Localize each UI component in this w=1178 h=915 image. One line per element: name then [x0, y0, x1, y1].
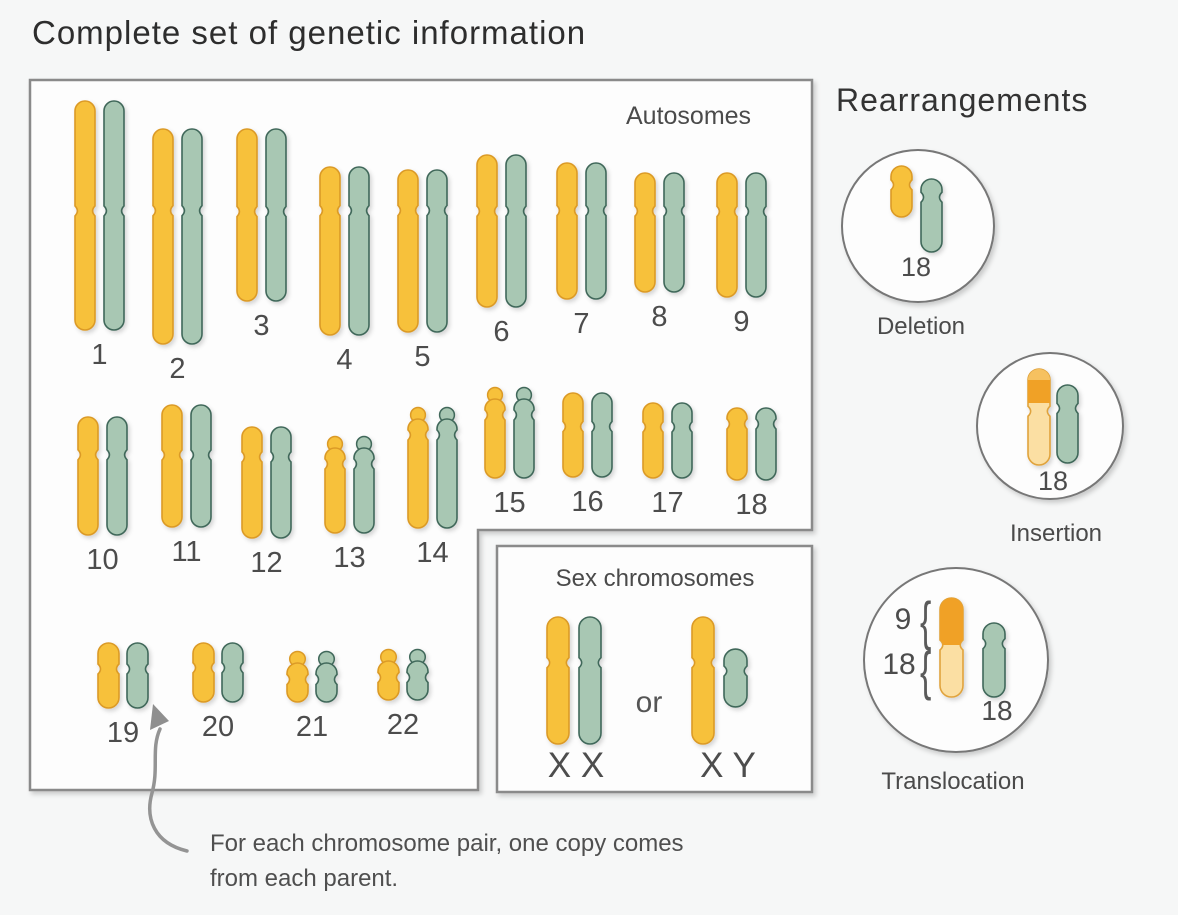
chr-22-copy2 [406, 648, 429, 701]
insertion-chromosome-number: 18 [1037, 466, 1069, 496]
chr-2-copy1 [152, 128, 174, 345]
sex-x-maternal [546, 616, 570, 745]
insertion-chr18-inserted [1027, 368, 1051, 466]
deletion-chromosome-number: 18 [900, 252, 932, 282]
sex-x-paternal [578, 616, 602, 745]
chr-7-copy1 [556, 162, 578, 300]
chr-9-copy2 [745, 172, 767, 298]
chr-3-copy2 [265, 128, 287, 302]
insertion-caption: Insertion [1009, 520, 1103, 547]
chr-10-copy1 [77, 416, 99, 536]
chr-4-copy1 [319, 166, 341, 336]
brace-18-icon: { [920, 642, 932, 702]
xy-pair-label: X Y [700, 746, 756, 785]
chr-2-copy2 [181, 128, 203, 345]
chr-11-copy2 [190, 404, 212, 528]
chr-1-copy2 [103, 100, 125, 331]
chr-18-copy1 [726, 407, 748, 481]
chr-16-copy2 [591, 392, 613, 478]
chr-19-copy1 [97, 642, 120, 709]
chr-12-copy2 [270, 426, 292, 539]
chr-4-copy2 [348, 166, 370, 336]
chr-9-copy1 [716, 172, 738, 298]
chr-15-copy2 [513, 386, 535, 479]
translocation-chr18-normal [982, 622, 1006, 698]
chr-1-copy1 [74, 100, 96, 331]
chr-14-copy2 [436, 406, 458, 529]
or-label: or [635, 686, 663, 719]
chr-17-copy2 [671, 402, 693, 479]
chr-11-copy1 [161, 404, 183, 528]
insertion-chr18-normal [1056, 384, 1079, 464]
chr-21-copy2 [315, 650, 338, 703]
chr-20-copy2 [221, 642, 244, 703]
deletion-chr18-normal [920, 178, 943, 253]
chr-8-copy1 [634, 172, 656, 293]
translocation-segment-18-label: 18 [882, 648, 916, 681]
chr-5-copy1 [397, 169, 419, 333]
chr-14-copy1 [407, 406, 429, 529]
deletion-chr18-short [890, 165, 913, 218]
translocation-chr9-18 [939, 597, 964, 698]
chr-22-copy1 [377, 648, 400, 701]
deletion-circle [841, 149, 995, 303]
translocation-segment-9-label: 9 [894, 603, 912, 636]
chr-12-copy1 [241, 426, 263, 539]
pointer-arrow-curve [148, 727, 189, 853]
chr-3-copy1 [236, 128, 258, 302]
chr-8-copy2 [663, 172, 685, 293]
chr-19-copy2 [126, 642, 149, 709]
sex-y-male [723, 648, 748, 708]
chr-5-copy2 [426, 169, 448, 333]
sex-chromosomes-box [495, 544, 814, 794]
xx-pair-label: X X [547, 746, 605, 785]
sex-x-male [691, 616, 715, 745]
page-title: Complete set of genetic information [32, 14, 587, 51]
chr-20-copy1 [192, 642, 215, 703]
chr-10-copy2 [106, 416, 128, 536]
sex-chromosomes-title: Sex chromosomes [555, 565, 755, 592]
translocation-caption: Translocation [881, 768, 1025, 795]
chr-6-copy2 [505, 154, 527, 308]
brace-9-icon: { [920, 592, 932, 652]
footnote-line2: from each parent. [210, 865, 399, 892]
chr-21-copy1 [286, 650, 309, 703]
chr-6-copy1 [476, 154, 498, 308]
pointer-arrowhead-icon [150, 704, 169, 730]
chr-16-copy1 [562, 392, 584, 478]
chromosome-layer [74, 100, 1079, 745]
chr-13-copy1 [324, 435, 346, 534]
chr-18-copy2 [755, 407, 777, 481]
autosomes-label: Autosomes [626, 102, 752, 130]
rearrangements-title: Rearrangements [836, 82, 1089, 118]
chr-13-copy2 [353, 435, 375, 534]
footnote-line1: For each chromosome pair, one copy comes [210, 830, 684, 857]
chr-15-copy1 [484, 386, 506, 479]
translocation-partner-18-label: 18 [981, 695, 1013, 726]
chr-17-copy1 [642, 402, 664, 479]
chr-7-copy2 [585, 162, 607, 300]
deletion-caption: Deletion [876, 313, 966, 340]
